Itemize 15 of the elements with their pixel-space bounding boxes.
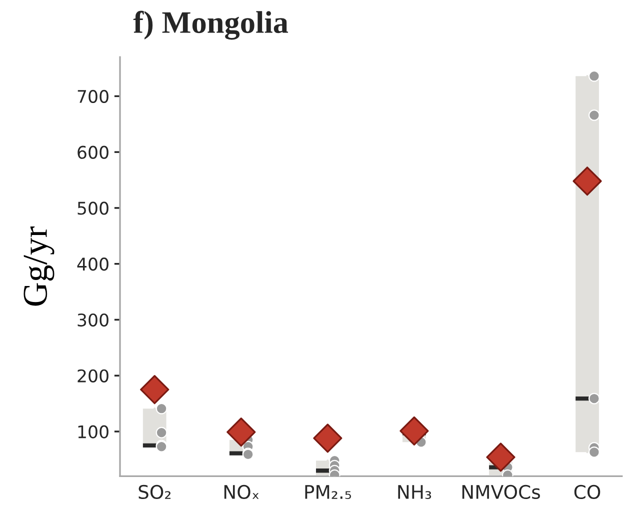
y-tick-label: 500 [78, 202, 108, 215]
y-tick-label: 100 [78, 425, 108, 438]
y-tick-label: 600 [78, 146, 108, 159]
chart-title: f) Mongolia [133, 10, 288, 40]
x-tick-label: NMVOCs [462, 484, 540, 500]
x-tick-label: NOₓ [224, 484, 259, 500]
y-tick-label: 300 [78, 313, 108, 327]
x-tick-label: SO₂ [138, 484, 171, 500]
x-tick-label: PM₂.₅ [305, 485, 352, 500]
y-tick-label: 400 [77, 258, 108, 271]
x-tick-label: NH₃ [398, 485, 432, 500]
y-axis-title: Gg/yr [24, 226, 54, 306]
y-tick-label: 700 [78, 90, 108, 104]
x-tick-label: CO [574, 484, 600, 500]
y-tick-label: 200 [78, 369, 108, 382]
